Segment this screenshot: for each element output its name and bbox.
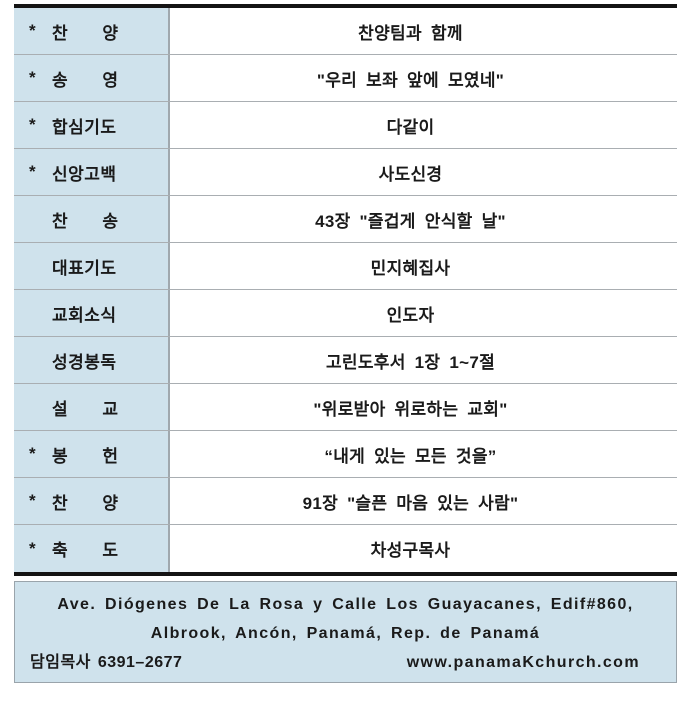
worship-item-label: 합심기도 — [52, 117, 117, 137]
star-marker: * — [29, 538, 36, 558]
worship-row: 교회소식 인도자 — [14, 290, 677, 337]
worship-order-table: * 찬 양 찬양팀과 함께 * 송 영 "우리 보좌 앞에 모였네" * 합심기… — [14, 4, 677, 576]
worship-item-cell: * 축 도 — [14, 525, 170, 572]
worship-item-label: 교회소식 — [52, 305, 117, 325]
worship-row: 성경봉독 고린도후서 1장 1~7절 — [14, 337, 677, 384]
star-marker: * — [29, 162, 36, 181]
worship-item-label: 대표기도 — [52, 258, 117, 278]
worship-item-value: 찬양팀과 함께 — [358, 23, 463, 43]
worship-item-cell: 찬 송 — [14, 196, 170, 242]
star-marker: * — [29, 491, 36, 510]
worship-item-cell: * 찬 양 — [14, 8, 170, 54]
address-line-2: Albrook, Ancón, Panamá, Rep. de Panamá — [150, 625, 541, 642]
contact-row: 담임목사 6391–2677 www.panamaKchurch.com — [15, 648, 676, 677]
worship-item-cell: 대표기도 — [14, 243, 170, 289]
worship-item-value: 다같이 — [386, 117, 435, 137]
worship-item-cell: 교회소식 — [14, 290, 170, 336]
worship-item-value: 차성구목사 — [370, 541, 451, 560]
worship-item-value: 민지혜집사 — [370, 258, 451, 278]
worship-item-cell: * 합심기도 — [14, 102, 170, 148]
worship-item-value: 43장 "즐겁게 안식할 날" — [315, 211, 506, 231]
worship-item-cell: * 찬 양 — [14, 478, 170, 524]
worship-item-label: 찬 송 — [52, 211, 119, 231]
worship-row: * 합심기도 다같이 — [14, 102, 677, 149]
worship-item-label: 송 영 — [52, 70, 119, 90]
worship-item-cell: * 신앙고백 — [14, 149, 170, 195]
worship-item-value: 인도자 — [386, 305, 435, 325]
worship-item-value: “내게 있는 모든 것을” — [324, 446, 497, 466]
worship-item-label: 찬 양 — [52, 23, 119, 43]
address-line-1: Ave. Diógenes De La Rosa y Calle Los Gua… — [57, 596, 634, 613]
star-marker: * — [29, 21, 36, 40]
worship-item-label: 축 도 — [52, 541, 119, 560]
worship-row: 설 교 "위로받아 위로하는 교회" — [14, 384, 677, 431]
worship-row: * 신앙고백 사도신경 — [14, 149, 677, 196]
worship-row: * 송 영 "우리 보좌 앞에 모였네" — [14, 55, 677, 102]
worship-item-value: "우리 보좌 앞에 모였네" — [316, 70, 505, 90]
worship-item-cell: 설 교 — [14, 384, 170, 430]
worship-item-label: 찬 양 — [52, 493, 119, 513]
worship-row: * 봉 헌 “내게 있는 모든 것을” — [14, 431, 677, 478]
worship-item-value: 91장 "슬픈 마음 있는 사람" — [302, 493, 519, 513]
church-info-box: Ave. Diógenes De La Rosa y Calle Los Gua… — [14, 581, 677, 683]
worship-item-value: "위로받아 위로하는 교회" — [313, 399, 508, 419]
pastor-phone: 담임목사 6391–2677 — [30, 654, 183, 671]
worship-item-label: 신앙고백 — [52, 164, 117, 184]
worship-row: * 축 도 차성구목사 — [14, 525, 677, 572]
star-marker: * — [29, 68, 36, 87]
worship-item-cell: * 봉 헌 — [14, 431, 170, 477]
website-url: www.panamaKchurch.com — [406, 654, 640, 671]
star-marker: * — [29, 115, 36, 134]
worship-item-cell: 성경봉독 — [14, 337, 170, 383]
worship-item-label: 성경봉독 — [52, 352, 117, 372]
worship-item-value: 사도신경 — [378, 164, 443, 184]
worship-item-label: 봉 헌 — [52, 446, 119, 466]
worship-item-label: 설 교 — [52, 399, 119, 419]
worship-item-value: 고린도후서 1장 1~7절 — [325, 352, 496, 372]
star-marker: * — [29, 444, 36, 463]
worship-item-cell: * 송 영 — [14, 55, 170, 101]
worship-row: 대표기도 민지혜집사 — [14, 243, 677, 290]
worship-row: * 찬 양 91장 "슬픈 마음 있는 사람" — [14, 478, 677, 525]
worship-row: * 찬 양 찬양팀과 함께 — [14, 8, 677, 55]
worship-row: 찬 송 43장 "즐겁게 안식할 날" — [14, 196, 677, 243]
